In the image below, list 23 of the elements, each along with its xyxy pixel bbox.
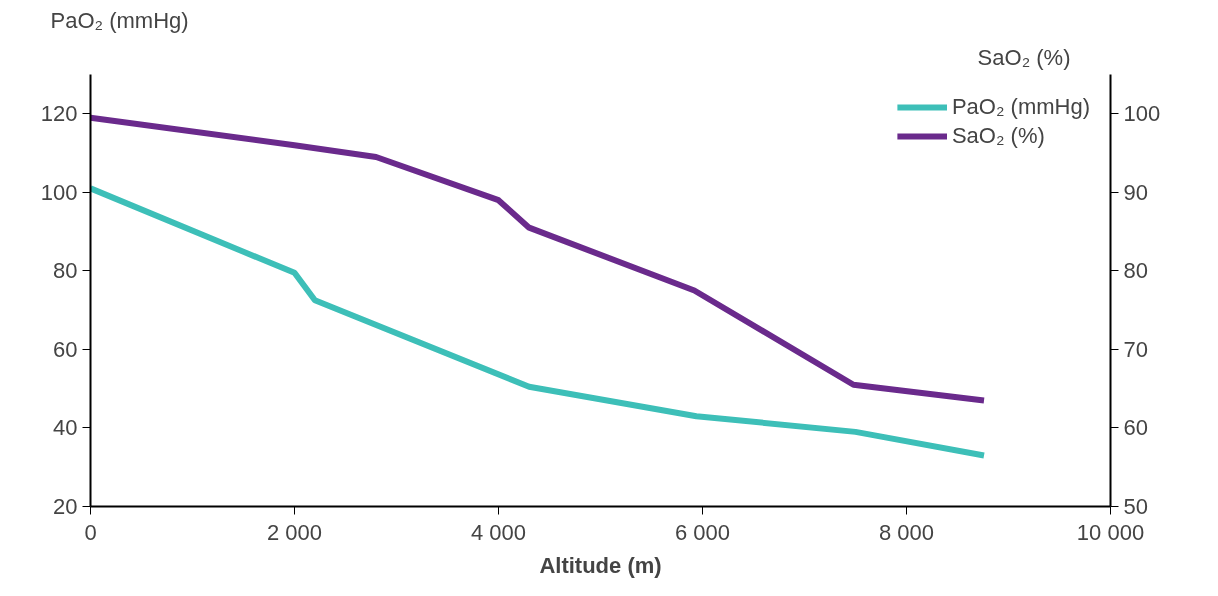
x-tick-label: 0 (84, 519, 97, 545)
x-tick-label: 8 000 (878, 519, 935, 545)
x-tick-label: 4 000 (470, 519, 527, 545)
y-tick-label: 20 (53, 494, 78, 519)
y2-axis-title: SaO₂ (%) (977, 44, 1071, 70)
x-tick-label: 6 000 (674, 519, 731, 545)
y-tick-label: 120 (40, 101, 78, 127)
y-tick-label: 80 (53, 258, 78, 284)
y2-tick-label: 60 (1123, 415, 1148, 441)
x-tick-label: 2 000 (266, 519, 323, 545)
y2-tick-label: 100 (1123, 101, 1161, 127)
y-tick-label: 100 (40, 179, 78, 205)
y-axis-title: PaO₂ (mmHg) (50, 7, 189, 33)
legend-label: SaO₂ (%) (951, 123, 1045, 149)
x-axis-title: Altitude (m) (539, 552, 662, 578)
y2-tick-label: 70 (1123, 336, 1148, 362)
x-tick-label: 10 000 (1076, 519, 1145, 545)
y-tick-label: 40 (53, 415, 78, 441)
legend-label: PaO₂ (mmHg) (951, 94, 1090, 120)
y-tick-label: 60 (53, 336, 78, 362)
y2-tick-label: 90 (1123, 179, 1148, 205)
y2-tick-label: 80 (1123, 258, 1148, 284)
y2-tick-label: 50 (1123, 494, 1148, 519)
